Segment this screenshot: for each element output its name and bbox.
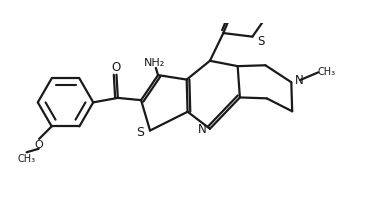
Text: N: N — [198, 123, 207, 136]
Text: O: O — [34, 140, 43, 150]
Text: O: O — [112, 61, 121, 74]
Text: CH₃: CH₃ — [317, 68, 335, 77]
Text: N: N — [294, 74, 303, 87]
Text: NH₂: NH₂ — [144, 58, 165, 68]
Text: CH₃: CH₃ — [18, 154, 36, 164]
Text: S: S — [136, 126, 144, 139]
Text: S: S — [257, 35, 264, 48]
